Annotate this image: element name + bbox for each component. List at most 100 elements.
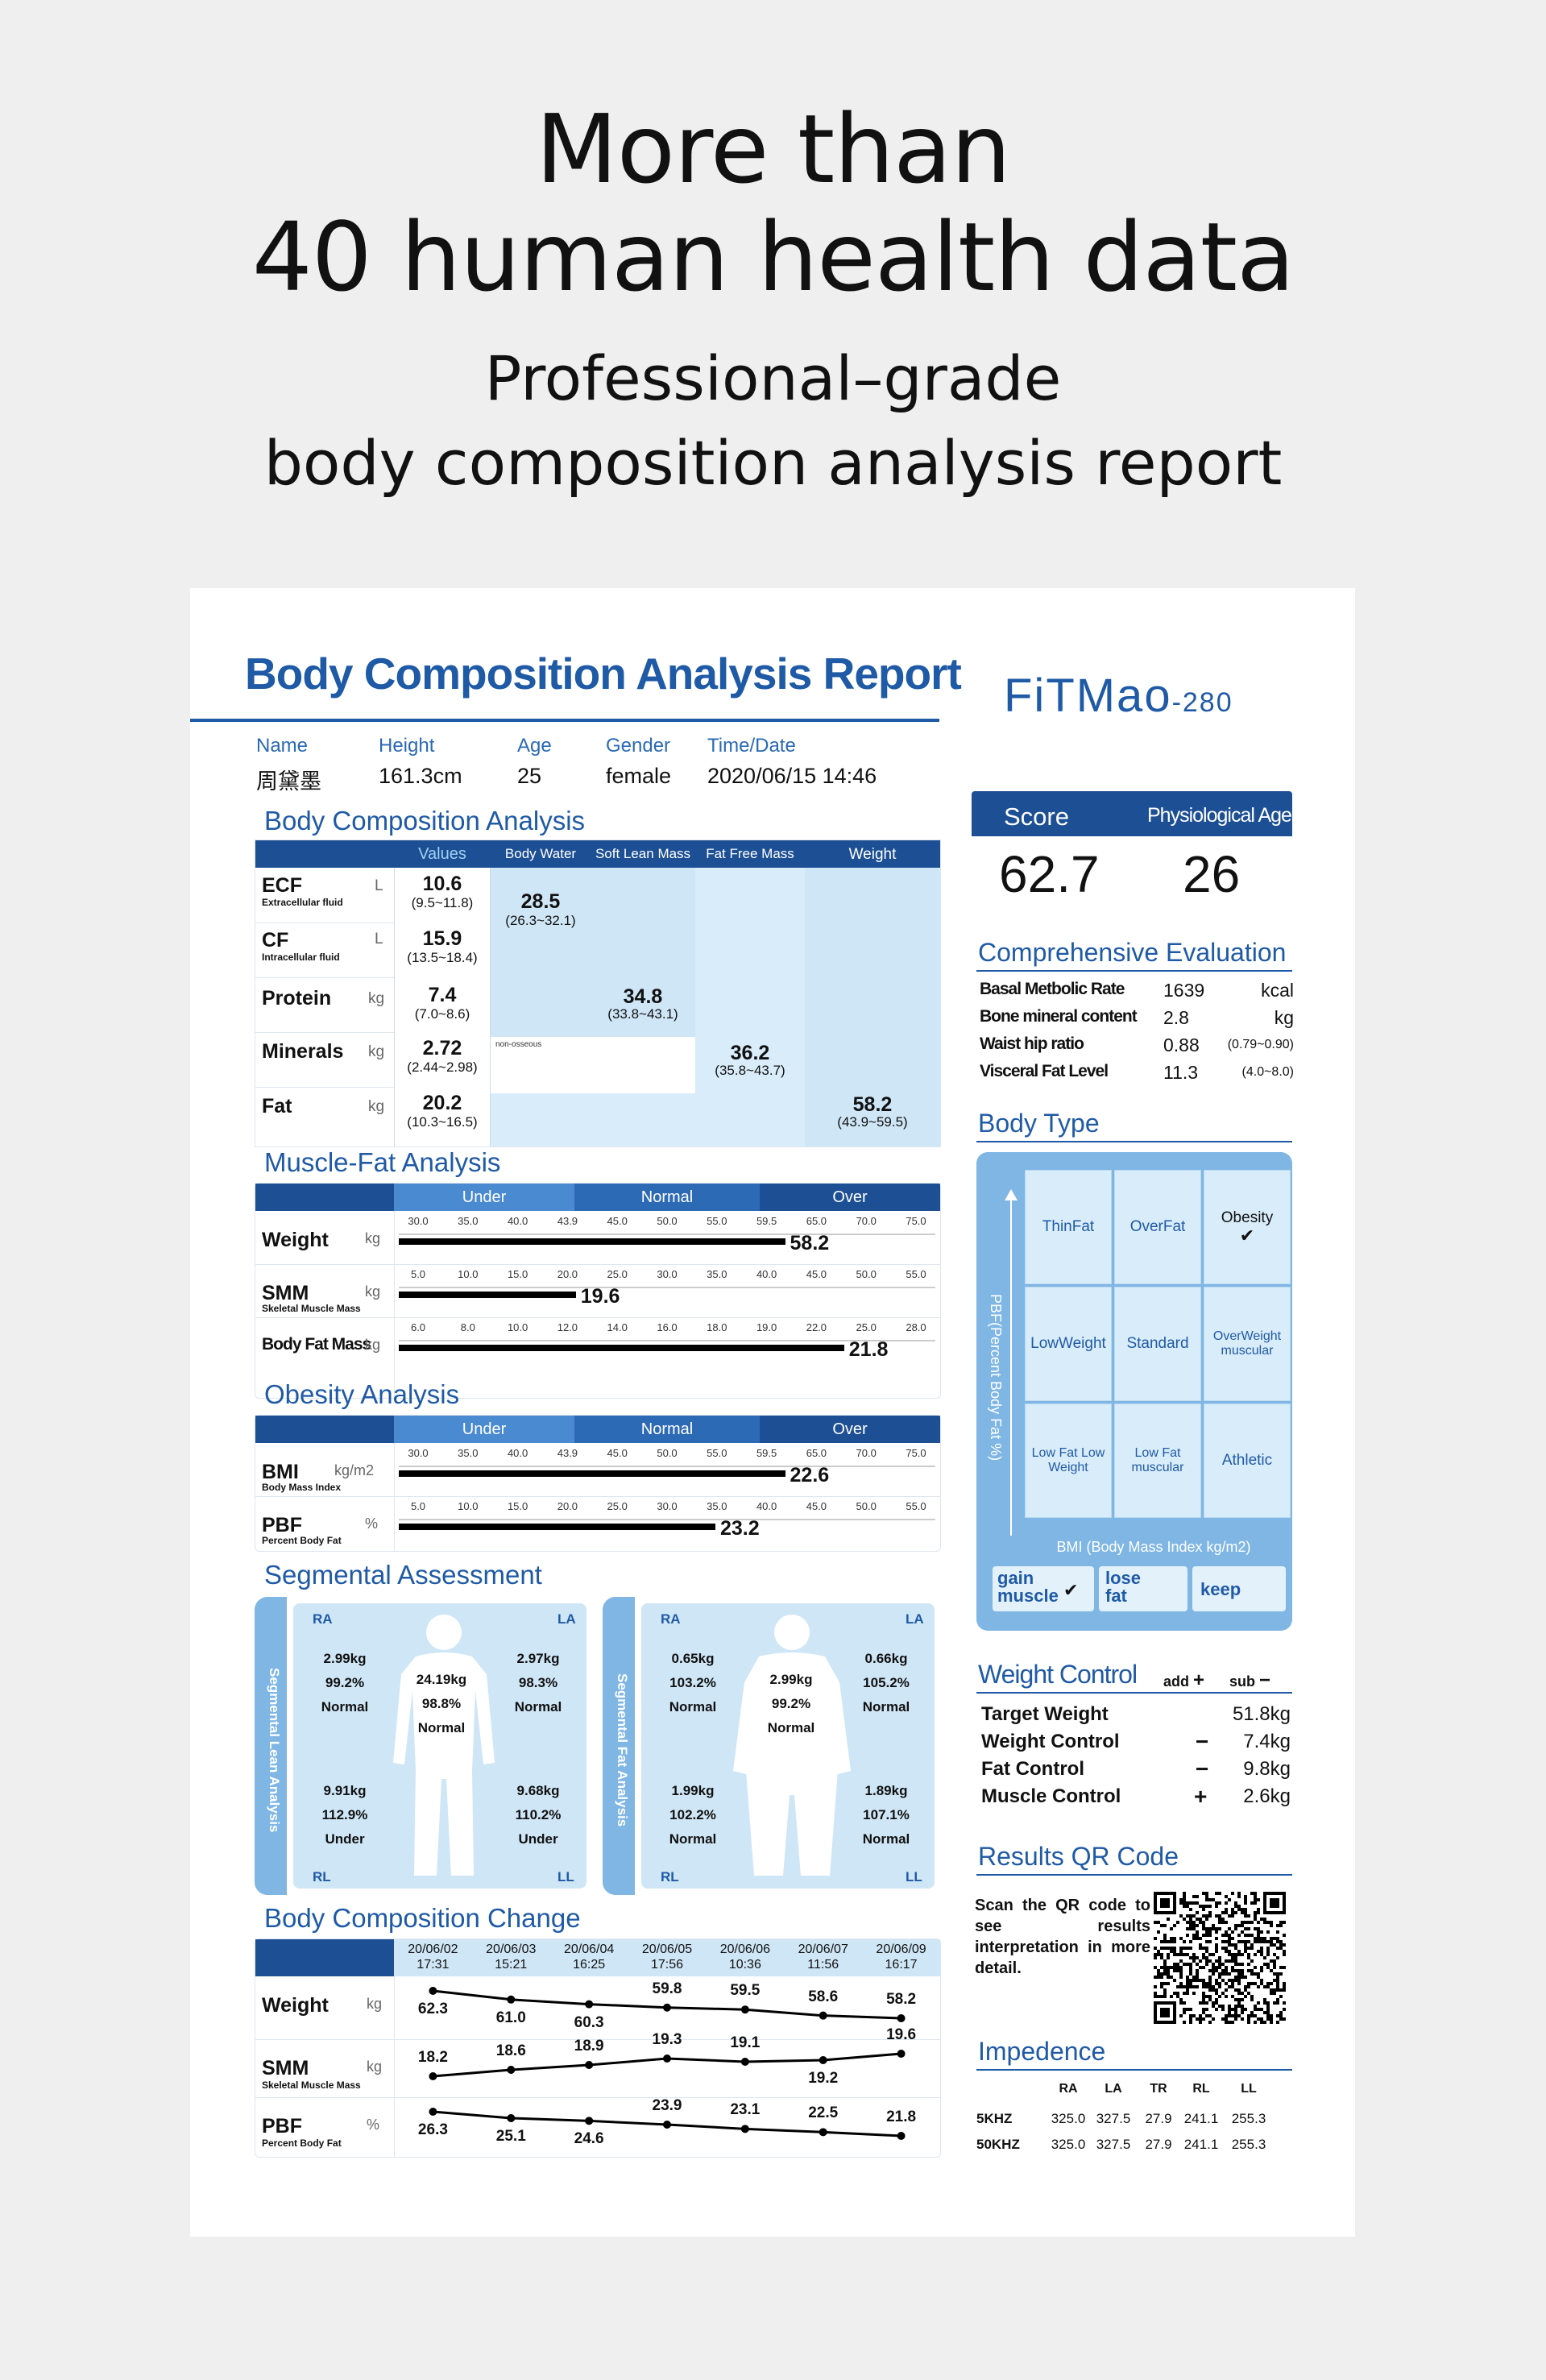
brand-name: FiTMao xyxy=(1004,670,1172,722)
mfa-row-label: Weight xyxy=(262,1229,329,1251)
change-value: 19.2 xyxy=(808,2070,839,2087)
weight-control-value: 7.4kg xyxy=(1243,1731,1291,1752)
change-point xyxy=(429,2108,437,2116)
goal-keep[interactable]: keep xyxy=(1192,1566,1286,1611)
change-row-unit: kg xyxy=(367,2059,383,2075)
change-row-sub: Percent Body Fat xyxy=(262,2137,342,2149)
bca-title: Body Composition Analysis xyxy=(264,806,586,835)
change-value: 26.3 xyxy=(417,2121,448,2138)
change-value: 62.3 xyxy=(417,2001,448,2017)
mfa-bar-value: 58.2 xyxy=(790,1232,830,1254)
fat-la-values: 0.66kg 105.2% Normal xyxy=(862,1651,910,1715)
bca-header-body-water: Body Water xyxy=(504,846,577,861)
body-type-cell[interactable]: Low Fat Low Weight xyxy=(1025,1404,1112,1518)
change-value: 18.9 xyxy=(574,2038,604,2055)
obesity-row-unit: kg/m2 xyxy=(334,1462,375,1478)
mfa-tick: 12.0 xyxy=(557,1321,578,1333)
bca-table: Values Body Water Soft Lean Mass Fat Fre… xyxy=(255,840,941,1147)
change-value: 23.9 xyxy=(652,2097,682,2114)
segmental-lean-panel: Segmental Lean Analysis RA LA RL LL 2.99… xyxy=(255,1597,593,1895)
mfa-tick: 75.0 xyxy=(906,1215,926,1227)
body-type-cell[interactable]: Standard xyxy=(1114,1287,1201,1401)
change-row-label: SMM xyxy=(262,2057,309,2079)
change-line-1 xyxy=(429,2050,906,2080)
bca-row-minerals-label: Minerals xyxy=(262,1040,344,1063)
qr-code-icon[interactable] xyxy=(1154,1892,1286,2024)
impedance-value: 27.9 xyxy=(1145,2111,1172,2126)
bca-row-protein-label: Protein xyxy=(262,987,332,1010)
pbf-axis-label: PBF(Percent Body Fat %) xyxy=(988,1294,1004,1462)
body-type-cell-label: Athletic xyxy=(1221,1452,1273,1469)
bca-fat-value: 20.2 xyxy=(422,1092,462,1114)
bca-row-minerals-unit: kg xyxy=(368,1043,385,1060)
weight-control-name: Weight Control xyxy=(981,1731,1120,1752)
body-type-cell[interactable]: LowWeight xyxy=(1025,1287,1112,1401)
mfa-row-unit: kg xyxy=(365,1230,381,1246)
evaluation-unit: (4.0~8.0) xyxy=(1241,1065,1294,1079)
obesity-tick: 10.0 xyxy=(458,1500,479,1512)
obesity-tick: 25.0 xyxy=(607,1500,628,1512)
change-point xyxy=(740,2058,749,2066)
change-value: 59.5 xyxy=(730,1982,761,2000)
mfa-tick: 65.0 xyxy=(806,1215,827,1227)
bca-row-protein-unit: kg xyxy=(368,990,385,1007)
change-line-0 xyxy=(429,1987,906,2022)
body-type-cell[interactable]: Obesity ✔ xyxy=(1204,1170,1291,1284)
change-value: 24.6 xyxy=(574,2130,604,2148)
mfa-row-label: Body Fat Mass xyxy=(262,1335,371,1354)
fat-rl-values: 1.99kg 102.2% Normal xyxy=(669,1783,717,1847)
mfa-row-unit: kg xyxy=(365,1337,381,1353)
body-type-cell[interactable]: Athletic xyxy=(1204,1404,1291,1518)
plus-icon: + xyxy=(1194,1784,1208,1809)
weight-control-name: Muscle Control xyxy=(981,1785,1121,1807)
change-point xyxy=(429,1987,437,1995)
check-icon: ✔ xyxy=(1063,1581,1079,1601)
change-row-label: PBF xyxy=(262,2115,302,2137)
impedance-header: LL xyxy=(1241,2082,1257,2096)
mfa-tick: 45.0 xyxy=(806,1268,827,1280)
change-point xyxy=(663,2121,671,2129)
mfa-tick: 70.0 xyxy=(856,1215,877,1227)
change-value: 23.1 xyxy=(730,2101,761,2119)
obesity-tick: 40.0 xyxy=(756,1500,777,1512)
change-value: 25.1 xyxy=(495,2128,526,2145)
obesity-bar-value: 23.2 xyxy=(719,1517,760,1540)
name-label: Name xyxy=(256,735,309,757)
change-value: 18.2 xyxy=(417,2049,448,2066)
body-type-cell[interactable]: ThinFat xyxy=(1025,1170,1112,1284)
qr-title: Results QR Code xyxy=(978,1842,1179,1871)
physiological-age-value: 26 xyxy=(1183,845,1241,903)
impedance-header: TR xyxy=(1150,2082,1167,2096)
mfa-bar-value: 19.6 xyxy=(580,1285,620,1308)
impedance-value: 325.0 xyxy=(1051,2137,1086,2152)
mfa-tick: 8.0 xyxy=(460,1321,475,1333)
body-type-cell-label: ThinFat xyxy=(1042,1218,1095,1235)
body-type-cell[interactable]: Low Fat muscular xyxy=(1114,1404,1201,1518)
change-point xyxy=(585,2000,594,2009)
body-type-cell[interactable]: OverFat xyxy=(1114,1170,1201,1284)
obesity-bar xyxy=(399,1524,715,1530)
obesity-tick: 45.0 xyxy=(806,1500,827,1512)
mfa-tick: 35.0 xyxy=(458,1215,479,1227)
segmental-title: Segmental Assessment xyxy=(264,1560,542,1590)
mfa-tick: 19.0 xyxy=(756,1321,777,1333)
goal-gain-muscle[interactable]: gain muscle ✔ xyxy=(993,1566,1094,1611)
body-type-cell[interactable]: OverWeight muscular xyxy=(1204,1287,1291,1401)
mfa-row-divider xyxy=(255,1264,940,1265)
mfa-tick: 28.0 xyxy=(906,1321,926,1333)
goal-lose-fat[interactable]: lose fat xyxy=(1099,1566,1187,1611)
age-label: Age xyxy=(517,735,552,757)
mfa-tick: 59.5 xyxy=(756,1215,777,1227)
change-value: 59.8 xyxy=(652,1980,682,1997)
impedance-value: 327.5 xyxy=(1096,2111,1131,2126)
mfa-title: Muscle-Fat Analysis xyxy=(264,1147,501,1177)
height-value: 161.3cm xyxy=(379,764,462,788)
change-point xyxy=(507,2114,516,2122)
report-card: Body Composition Analysis Report FiTMao-… xyxy=(190,588,1355,2237)
fat-ll-corner: LL xyxy=(906,1869,922,1885)
mfa-tick: 15.0 xyxy=(507,1268,528,1280)
evaluation-name: Basal Metbolic Rate xyxy=(980,980,1125,998)
mfa-tick: 40.0 xyxy=(756,1268,777,1280)
mfa-tick: 43.9 xyxy=(557,1215,578,1227)
body-type-cell-label: Low Fat Low Weight xyxy=(1031,1446,1105,1474)
